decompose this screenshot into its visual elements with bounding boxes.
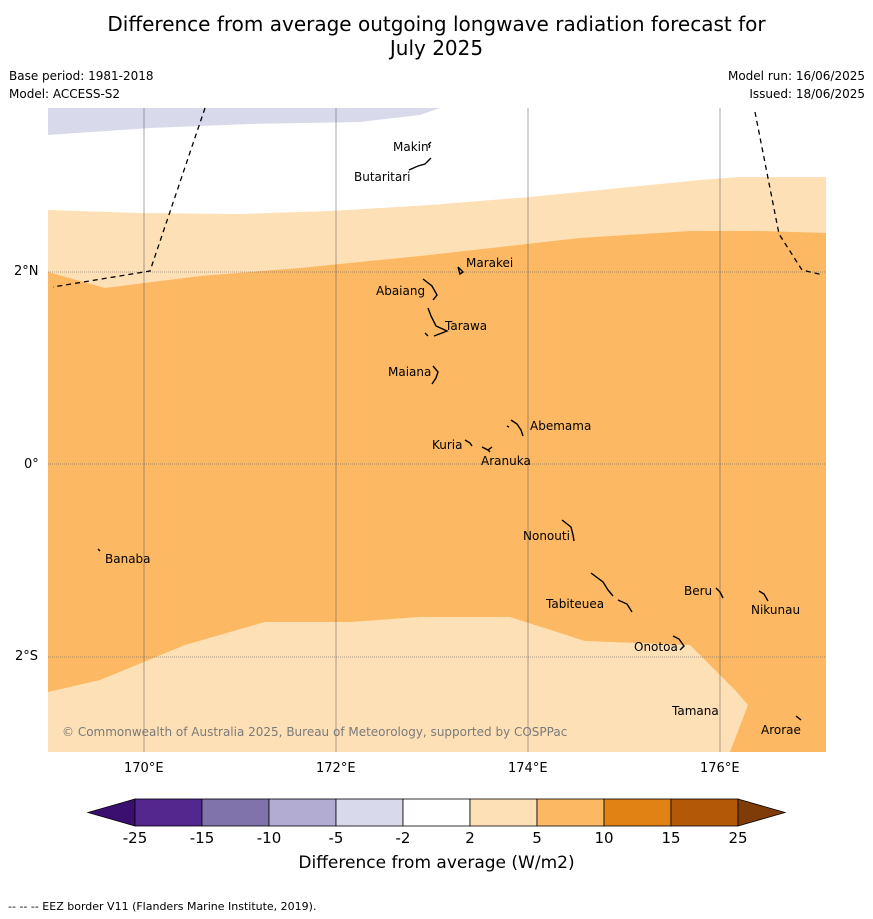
label-marakei: Marakei: [466, 256, 513, 270]
cb-tick-6: 5: [532, 829, 542, 847]
lat-label-2s: 2°S: [15, 649, 39, 664]
label-tamana: Tamana: [671, 704, 719, 718]
lon-label-170: 170°E: [124, 761, 164, 776]
cb-tick-1: -15: [189, 829, 215, 847]
island-banaba: [97, 548, 101, 552]
island-onotoa: [672, 635, 685, 651]
lon-label-172: 172°E: [316, 761, 356, 776]
colorbar-segment: [201, 798, 270, 827]
title-line-2: July 2025: [389, 36, 484, 60]
colorbar-segment: [402, 798, 471, 827]
colorbar-label: Difference from average (W/m2): [298, 853, 575, 873]
colorbar-segment: [603, 798, 672, 827]
cb-tick-9: 25: [728, 829, 748, 847]
islands: [97, 141, 802, 721]
cb-tick-0: -25: [122, 829, 148, 847]
model-name: Model: ACCESS-S2: [9, 87, 121, 101]
colorbar-extend-high: [737, 798, 787, 827]
copyright-notice: © Commonwealth of Australia 2025, Bureau…: [62, 725, 567, 739]
island-nikunau: [758, 590, 769, 602]
island-nonouti: [561, 519, 575, 542]
island-beru: [715, 587, 724, 599]
eez-border-west: [52, 107, 206, 288]
label-arorae: Arorae: [761, 723, 801, 737]
graticule: [48, 108, 826, 752]
island-tarawa: [424, 307, 449, 337]
eez-border-east: [754, 111, 824, 276]
eez-footnote: -- -- -- EEZ border V11 (Flanders Marine…: [8, 900, 317, 913]
lon-label-176: 176°E: [700, 761, 740, 776]
island-arorae: [795, 715, 802, 721]
colorbar-extend-low: [86, 798, 136, 827]
island-abaiang: [422, 278, 438, 301]
cb-tick-5: 2: [465, 829, 475, 847]
colorbar-segment: [335, 798, 404, 827]
island-tabiteuea: [590, 572, 633, 613]
colorbar-segment: [268, 798, 337, 827]
island-aranuka: [481, 446, 493, 453]
lat-label-2n: 2°N: [14, 264, 39, 279]
lon-label-174: 174°E: [508, 761, 548, 776]
cb-tick-4: -2: [395, 829, 411, 847]
label-tarawa: Tarawa: [444, 319, 487, 333]
colorbar-segment: [536, 798, 605, 827]
cb-tick-3: -5: [328, 829, 344, 847]
cb-tick-8: 15: [661, 829, 681, 847]
label-nonouti: Nonouti: [523, 529, 570, 543]
island-abemama: [506, 419, 524, 437]
island-makin: [427, 141, 432, 149]
label-abemama: Abemama: [530, 419, 591, 433]
label-tabiteuea: Tabiteuea: [545, 597, 604, 611]
label-butaritari: Butaritari: [354, 170, 411, 184]
contour-neg-light: [48, 108, 440, 135]
label-aranuka: Aranuka: [481, 454, 531, 468]
eez-borders: [52, 107, 824, 288]
label-onotoa: Onotoa: [634, 640, 678, 654]
label-kuria: Kuria: [432, 438, 463, 452]
island-kuria: [464, 439, 473, 447]
cb-tick-2: -10: [256, 829, 282, 847]
lat-label-0: 0°: [24, 457, 39, 472]
meta-left: Base period: 1981-2018 Model: ACCESS-S2: [9, 67, 154, 103]
label-beru: Beru: [684, 584, 712, 598]
colorbar-segment: [469, 798, 538, 827]
label-makin: Makin: [393, 140, 429, 154]
label-abaiang: Abaiang: [376, 284, 425, 298]
issued-date: Issued: 18/06/2025: [749, 87, 865, 101]
island-maiana: [431, 365, 439, 385]
label-maiana: Maiana: [388, 365, 431, 379]
colorbar: [86, 798, 787, 827]
colorbar-segment: [134, 798, 203, 827]
meta-right: Model run: 16/06/2025 Issued: 18/06/2025: [728, 67, 865, 103]
island-butaritari: [408, 157, 432, 171]
label-banaba: Banaba: [105, 552, 151, 566]
map-title: Difference from average outgoing longwav…: [0, 12, 873, 60]
label-nikunau: Nikunau: [751, 603, 800, 617]
island-marakei: [457, 266, 465, 276]
model-run: Model run: 16/06/2025: [727, 69, 865, 83]
title-line-1: Difference from average outgoing longwav…: [107, 12, 766, 36]
cb-tick-7: 10: [594, 829, 614, 847]
colorbar-segment: [670, 798, 739, 827]
map-plot: Makin Butaritari Marakei Abaiang Tarawa …: [48, 107, 826, 752]
contour-band-medium: [48, 231, 826, 752]
base-period: Base period: 1981-2018: [9, 69, 154, 83]
